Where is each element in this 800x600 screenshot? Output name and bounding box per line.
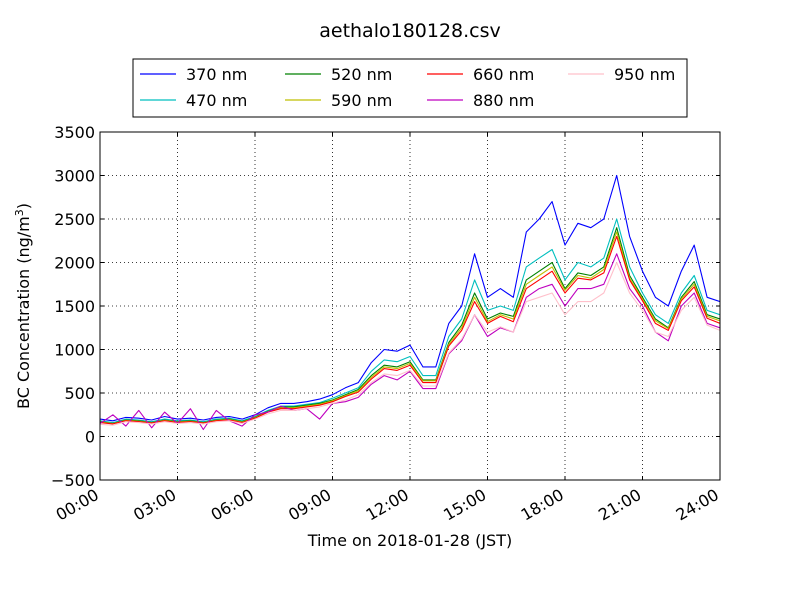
y-tick-label: 500 — [64, 384, 95, 403]
series-lines — [100, 174, 720, 431]
x-tick-label: 24:00 — [673, 485, 722, 525]
x-tick-label: 15:00 — [440, 485, 489, 525]
x-tick-label: 21:00 — [595, 485, 644, 525]
grid — [100, 132, 720, 480]
series-line-370-nm — [100, 174, 720, 422]
legend: 370 nm 470 nm 520 nm 590 nm 660 nm 880 nm 950 … — [132, 58, 688, 118]
x-tick-label: 12:00 — [363, 485, 412, 525]
x-tick-label: 06:00 — [208, 485, 257, 525]
x-tick-label: 18:00 — [518, 485, 567, 525]
legend-label-370-nm: 370 nm — [186, 65, 247, 84]
chart-title: aethalo180128.csv — [319, 20, 501, 42]
legend-label-470-nm: 470 nm — [186, 91, 247, 110]
y-tick-label: 2000 — [54, 254, 95, 273]
y-tick-label: 1500 — [54, 297, 95, 316]
y-tick-label: 1000 — [54, 341, 95, 360]
series-line-950-nm — [100, 261, 720, 426]
y-tick-label: 0 — [85, 428, 95, 447]
series-line-880-nm — [100, 253, 720, 431]
axis-ticks — [99, 131, 721, 481]
legend-label-520-nm: 520 nm — [331, 65, 392, 84]
legend-label-590-nm: 590 nm — [331, 91, 392, 110]
legend-label-660-nm: 660 nm — [473, 65, 534, 84]
x-tick-labels: 00:00 03:00 06:00 09:00 12:00 15:00 18:00 21:00… — [53, 485, 722, 525]
y-axis-title: BC Concentration (ng/m3) — [13, 203, 33, 409]
y-tick-label: 3000 — [54, 167, 95, 186]
y-tick-label: 2500 — [54, 210, 95, 229]
y-tick-labels: −500 0 500 1000 1500 2000 2500 3000 3500 — [51, 123, 95, 490]
x-axis-title: Time on 2018-01-28 (JST) — [307, 531, 512, 550]
y-tick-label: 3500 — [54, 123, 95, 142]
series-line-660-nm — [100, 235, 720, 425]
y-tick-label: −500 — [51, 471, 95, 490]
x-tick-label: 00:00 — [53, 485, 102, 525]
x-tick-label: 03:00 — [130, 485, 179, 525]
x-tick-label: 09:00 — [285, 485, 334, 525]
legend-label-880-nm: 880 nm — [473, 91, 534, 110]
series-line-470-nm — [100, 218, 720, 424]
legend-label-950-nm: 950 nm — [614, 65, 675, 84]
legend-box — [132, 58, 688, 118]
